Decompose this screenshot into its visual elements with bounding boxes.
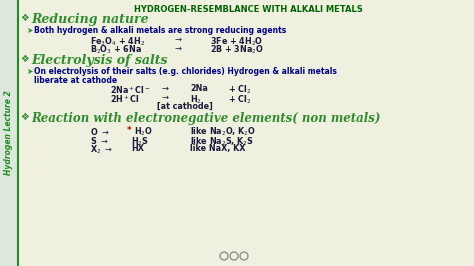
Text: HX: HX [131, 144, 144, 153]
Text: like Na$_2$S, K$_2$S: like Na$_2$S, K$_2$S [190, 135, 254, 148]
Text: H$_2$: H$_2$ [190, 93, 202, 106]
Text: 2Na$^+$Cl$^-$: 2Na$^+$Cl$^-$ [110, 84, 151, 96]
Text: liberate at cathode: liberate at cathode [34, 76, 117, 85]
Text: ❖: ❖ [20, 13, 29, 23]
Text: H$_2$S: H$_2$S [131, 135, 149, 148]
Text: + Cl$_2$: + Cl$_2$ [228, 84, 251, 97]
Text: + Cl$_2$: + Cl$_2$ [228, 93, 251, 106]
Text: ❖: ❖ [20, 54, 29, 64]
Text: [at cathode]: [at cathode] [157, 102, 213, 111]
Text: H$_2$O: H$_2$O [134, 126, 153, 139]
Text: Electrolysis of salts: Electrolysis of salts [31, 54, 167, 67]
Text: Both hydrogen & alkali metals are strong reducing agents: Both hydrogen & alkali metals are strong… [34, 26, 286, 35]
Text: $\rightarrow$: $\rightarrow$ [160, 84, 170, 93]
Text: Fe$_3$O$_4$ + 4H$_2$: Fe$_3$O$_4$ + 4H$_2$ [90, 35, 145, 48]
Text: B$_2$O$_3$ + 6Na: B$_2$O$_3$ + 6Na [90, 44, 142, 56]
Text: On electrolysis of their salts (e.g. chlorides) Hydrogen & alkali metals: On electrolysis of their salts (e.g. chl… [34, 67, 337, 76]
Text: Reducing nature: Reducing nature [31, 13, 149, 26]
Text: ❖: ❖ [20, 112, 29, 122]
Text: $\rightarrow$: $\rightarrow$ [173, 35, 183, 44]
Text: $\rightarrow$: $\rightarrow$ [173, 44, 183, 53]
Text: like NaX, KX: like NaX, KX [190, 144, 246, 153]
Bar [0, 0, 18, 266]
Text: X$_2$ $\rightarrow$: X$_2$ $\rightarrow$ [90, 144, 113, 156]
Text: 2B + 3Na$_2$O: 2B + 3Na$_2$O [210, 44, 264, 56]
Text: Reaction with electronegative elements( non metals): Reaction with electronegative elements( … [31, 112, 380, 125]
Text: *: * [127, 126, 132, 135]
Text: Hydrogen Lecture 2: Hydrogen Lecture 2 [4, 91, 13, 175]
Text: 3Fe + 4H$_2$O: 3Fe + 4H$_2$O [210, 35, 263, 48]
Text: O $\rightarrow$: O $\rightarrow$ [90, 126, 109, 137]
Text: 2Na: 2Na [190, 84, 208, 93]
Text: ➤: ➤ [26, 26, 32, 35]
Text: ➤: ➤ [26, 67, 32, 76]
Text: HYDROGEN-RESEMBLANCE WITH ALKALI METALS: HYDROGEN-RESEMBLANCE WITH ALKALI METALS [134, 5, 363, 14]
Text: like Na$_2$O, K$_2$O: like Na$_2$O, K$_2$O [190, 126, 256, 139]
Text: 2H$^+$Cl: 2H$^+$Cl [110, 93, 139, 105]
Text: S $\rightarrow$: S $\rightarrow$ [90, 135, 109, 146]
Text: $\rightarrow$: $\rightarrow$ [160, 93, 170, 102]
